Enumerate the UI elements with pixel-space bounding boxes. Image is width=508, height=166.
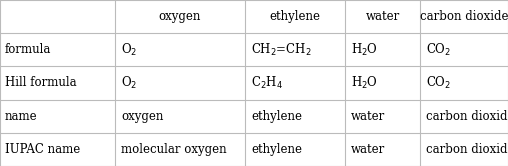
Text: water: water [351,143,385,156]
Text: name: name [5,110,38,123]
Text: carbon dioxide: carbon dioxide [426,110,508,123]
Text: molecular oxygen: molecular oxygen [121,143,227,156]
Text: H$_2$O: H$_2$O [351,75,378,91]
Text: ethylene: ethylene [270,10,321,23]
Text: C$_2$H$_4$: C$_2$H$_4$ [251,75,283,91]
Text: Hill formula: Hill formula [5,77,77,89]
Text: CO$_2$: CO$_2$ [426,42,451,58]
Text: CO$_2$: CO$_2$ [426,75,451,91]
Text: formula: formula [5,43,51,56]
Text: CH$_2$=CH$_2$: CH$_2$=CH$_2$ [251,42,311,58]
Text: ethylene: ethylene [251,143,302,156]
Text: water: water [351,110,385,123]
Text: oxygen: oxygen [121,110,164,123]
Text: ethylene: ethylene [251,110,302,123]
Text: O$_2$: O$_2$ [121,42,137,58]
Text: oxygen: oxygen [159,10,201,23]
Text: carbon dioxide: carbon dioxide [426,143,508,156]
Text: H$_2$O: H$_2$O [351,42,378,58]
Text: IUPAC name: IUPAC name [5,143,80,156]
Text: O$_2$: O$_2$ [121,75,137,91]
Text: carbon dioxide: carbon dioxide [420,10,508,23]
Text: water: water [365,10,400,23]
